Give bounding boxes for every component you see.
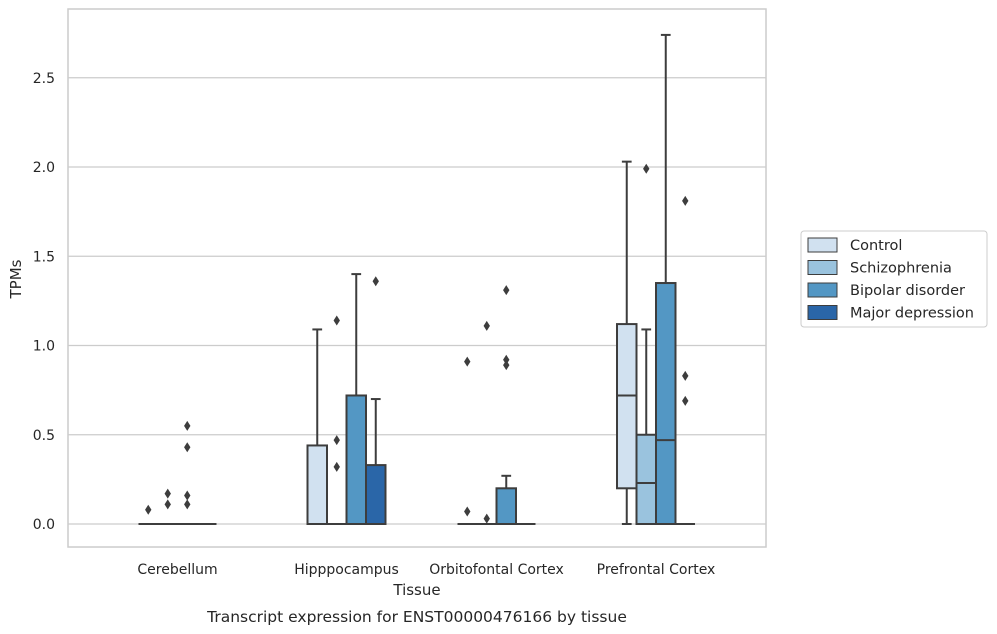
- legend-label: Control: [850, 238, 902, 254]
- outlier-point: [503, 360, 510, 371]
- x-tick-label: Cerebellum: [137, 562, 217, 578]
- box-bipolar-disorder: [345, 273, 367, 526]
- box-rect: [306, 444, 328, 525]
- legend-label: Bipolar disorder: [850, 283, 965, 299]
- box-schizophrenia: [477, 320, 497, 525]
- legend-swatch: [807, 260, 838, 275]
- y-tick-label: 1.5: [33, 249, 55, 265]
- box-major-depression: [675, 195, 695, 525]
- box-rect: [365, 464, 387, 525]
- legend-label: Major depression: [850, 306, 974, 322]
- y-tick-label: 0.0: [33, 517, 55, 533]
- boxes: [138, 33, 695, 526]
- box-control: [616, 160, 638, 525]
- plot-frame: [67, 8, 767, 548]
- box-major-depression: [365, 276, 387, 525]
- box-control: [457, 356, 477, 525]
- y-axis-ticks: 0.0 0.5 1.0 1.5 2.0 2.5: [33, 71, 55, 533]
- legend-swatch: [807, 237, 838, 253]
- outlier-point: [184, 490, 191, 501]
- outlier-point: [682, 395, 689, 406]
- box-rect: [495, 487, 517, 525]
- outlier-point: [682, 370, 689, 381]
- outlier-point: [184, 499, 191, 510]
- outlier-point: [682, 195, 689, 206]
- box-rect: [345, 394, 367, 526]
- outlier-point: [333, 435, 340, 446]
- x-tick-label: Orbitofontal Cortex: [429, 562, 564, 578]
- outlier-point: [164, 488, 171, 499]
- x-axis-ticks: Cerebellum Hipppocampus Orbitofontal Corte…: [137, 562, 715, 578]
- outlier-point: [372, 276, 379, 287]
- outlier-point: [145, 504, 152, 515]
- y-tick-label: 1.0: [33, 339, 55, 355]
- x-tick-label: Prefrontal Cortex: [597, 562, 716, 578]
- box-rect: [655, 282, 677, 525]
- legend: Control Schizophrenia Bipolar disorder Majo…: [800, 230, 988, 328]
- box-schizophrenia: [158, 488, 178, 525]
- box-schizophrenia: [635, 163, 657, 525]
- box-control: [138, 504, 158, 525]
- outlier-point: [333, 461, 340, 472]
- y-tick-label: 0.5: [33, 428, 55, 444]
- box-control: [306, 328, 328, 525]
- outlier-point: [483, 513, 490, 524]
- x-axis-label: Tissue: [392, 581, 440, 599]
- outlier-point: [483, 320, 490, 331]
- outlier-point: [333, 315, 340, 326]
- outlier-point: [184, 442, 191, 453]
- legend-swatch: [807, 305, 838, 320]
- outlier-point: [164, 499, 171, 510]
- y-axis-label: TPMs: [7, 259, 25, 299]
- legend-label: Schizophrenia: [850, 261, 952, 277]
- y-tick-label: 2.5: [33, 71, 55, 87]
- box-rect: [616, 323, 638, 490]
- box-bipolar-disorder: [177, 420, 197, 525]
- box-bipolar-disorder: [495, 285, 517, 525]
- outlier-point: [184, 420, 191, 431]
- y-tick-label: 2.0: [33, 160, 55, 176]
- chart-caption: Transcript expression for ENST0000047616…: [206, 608, 627, 626]
- box-rect: [635, 433, 657, 525]
- box-schizophrenia: [327, 315, 347, 525]
- outlier-point: [503, 285, 510, 296]
- x-tick-label: Hipppocampus: [294, 562, 399, 578]
- outlier-point: [643, 163, 650, 174]
- outlier-point: [464, 356, 471, 367]
- outlier-point: [464, 506, 471, 517]
- legend-frame: [800, 230, 988, 328]
- box-bipolar-disorder: [655, 33, 677, 525]
- outlier-point: [503, 354, 510, 365]
- legend-swatch: [807, 282, 838, 298]
